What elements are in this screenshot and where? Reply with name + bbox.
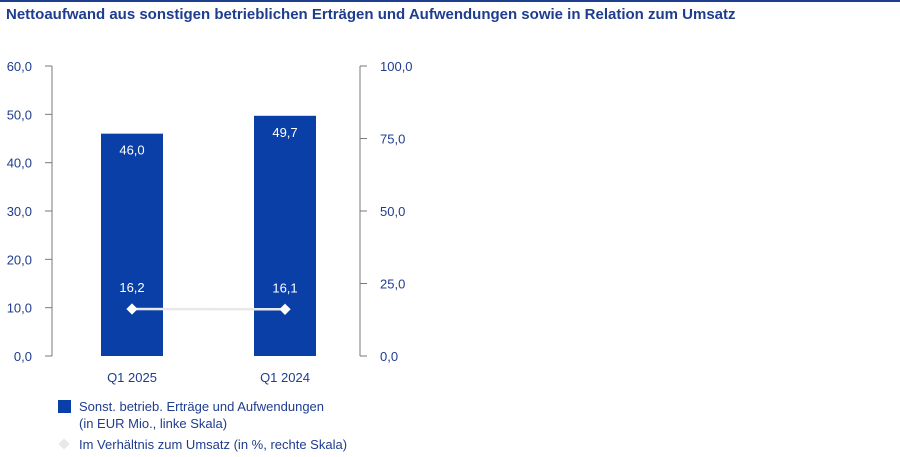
left-axis-tick-label: 40,0 bbox=[7, 156, 32, 171]
legend-item-bar: Sonst. betrieb. Erträge und Aufwendungen… bbox=[58, 398, 347, 432]
right-axis-tick-label: 75,0 bbox=[380, 132, 405, 147]
bar-value-label: 49,7 bbox=[272, 125, 297, 140]
right-axis-tick-label: 0,0 bbox=[380, 349, 398, 364]
bar-value-label: 46,0 bbox=[119, 143, 144, 158]
left-axis-tick-label: 60,0 bbox=[7, 59, 32, 74]
left-axis-tick-label: 50,0 bbox=[7, 107, 32, 122]
bar bbox=[101, 134, 163, 356]
legend-line-label: Im Verhältnis zum Umsatz (in %, rechte S… bbox=[79, 436, 347, 453]
left-axis-tick-label: 30,0 bbox=[7, 204, 32, 219]
ratio-value-label: 16,1 bbox=[272, 280, 297, 295]
legend-item-line: Im Verhältnis zum Umsatz (in %, rechte S… bbox=[58, 436, 347, 453]
category-label: Q1 2024 bbox=[260, 370, 310, 385]
right-axis-tick-label: 25,0 bbox=[380, 277, 405, 292]
legend-bar-swatch bbox=[58, 400, 71, 413]
left-axis-tick-label: 10,0 bbox=[7, 301, 32, 316]
legend-line-swatch bbox=[58, 438, 71, 451]
right-axis-tick-label: 100,0 bbox=[380, 59, 413, 74]
bar bbox=[254, 116, 316, 356]
legend-bar-label-line1: Sonst. betrieb. Erträge und Aufwendungen bbox=[79, 399, 324, 414]
category-label: Q1 2025 bbox=[107, 370, 157, 385]
left-axis-tick-label: 0,0 bbox=[14, 349, 32, 364]
chart-area: 0,0 10,0 20,0 30,0 40,0 50,0 60,0 0,0 25,0 50,0 75… bbox=[0, 0, 900, 395]
right-axis-tick-label: 50,0 bbox=[380, 204, 405, 219]
legend-bar-label-line2: (in EUR Mio., linke Skala) bbox=[79, 416, 227, 431]
left-axis-tick-label: 20,0 bbox=[7, 252, 32, 267]
legend: Sonst. betrieb. Erträge und Aufwendungen… bbox=[58, 398, 347, 457]
ratio-value-label: 16,2 bbox=[119, 280, 144, 295]
